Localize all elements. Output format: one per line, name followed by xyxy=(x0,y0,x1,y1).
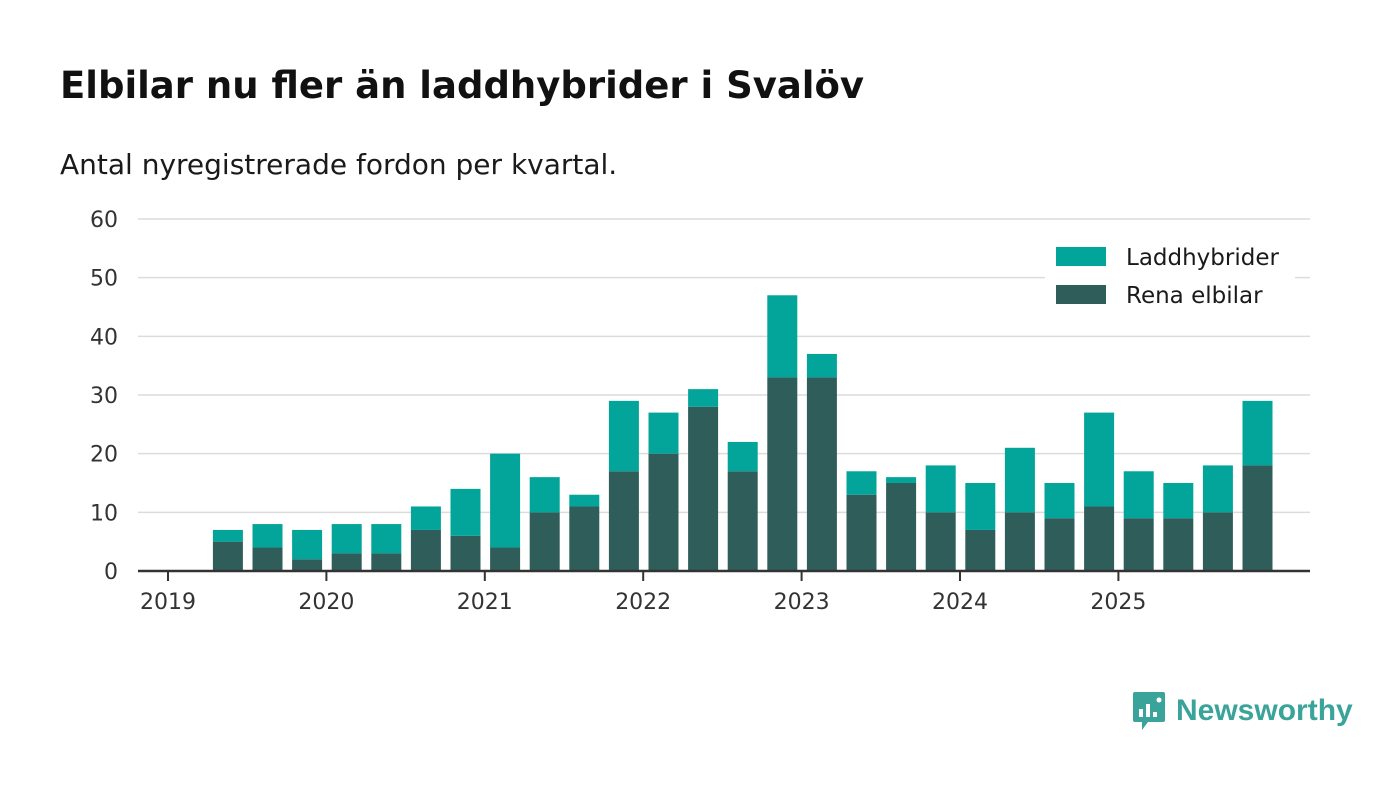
x-tick-label: 2019 xyxy=(140,590,196,615)
x-tick-label: 2025 xyxy=(1090,590,1146,615)
bar-rena-elbilar xyxy=(1202,512,1233,571)
bar-rena-elbilar xyxy=(490,547,521,571)
x-tick-label: 2020 xyxy=(298,590,354,615)
legend-swatch xyxy=(1056,285,1106,304)
legend-label: Laddhybrider xyxy=(1126,245,1279,271)
bar-laddhybrider xyxy=(212,529,243,542)
bar-rena-elbilar xyxy=(212,541,243,571)
bar-rena-elbilar xyxy=(608,471,639,571)
y-tick-label: 50 xyxy=(90,267,118,292)
bar-rena-elbilar xyxy=(371,553,402,571)
bar-laddhybrider xyxy=(846,471,877,495)
bar-rena-elbilar xyxy=(846,494,877,571)
bar-laddhybrider xyxy=(1242,400,1273,466)
bar-rena-elbilar xyxy=(1163,518,1194,571)
x-tick-label: 2023 xyxy=(774,590,830,615)
bar-laddhybrider xyxy=(450,488,481,536)
bar-rena-elbilar xyxy=(648,453,679,571)
bar-laddhybrider xyxy=(1084,412,1115,507)
bar-laddhybrider xyxy=(331,524,362,554)
bar-rena-elbilar xyxy=(252,547,283,571)
bar-laddhybrider xyxy=(1202,465,1233,513)
bar-laddhybrider xyxy=(569,494,600,507)
y-tick-label: 40 xyxy=(90,325,118,350)
bar-rena-elbilar xyxy=(767,377,798,571)
bar-laddhybrider xyxy=(490,453,521,548)
bar-rena-elbilar xyxy=(1084,506,1115,571)
x-tick-label: 2021 xyxy=(457,590,513,615)
bar-laddhybrider xyxy=(648,412,679,454)
bar-laddhybrider xyxy=(1123,471,1154,519)
bar-rena-elbilar xyxy=(1242,465,1273,571)
bar-rena-elbilar xyxy=(806,377,837,571)
bar-laddhybrider xyxy=(727,441,758,472)
legend: Laddhybrider Rena elbilar xyxy=(1045,238,1295,318)
brand-name: Newsworthy xyxy=(1176,694,1353,727)
bar-laddhybrider xyxy=(767,295,798,378)
bar-laddhybrider xyxy=(688,389,719,407)
newsworthy-icon xyxy=(1133,692,1165,730)
bar-rena-elbilar xyxy=(925,512,956,571)
bar-rena-elbilar xyxy=(529,512,560,571)
bar-laddhybrider xyxy=(371,524,402,554)
bar-rena-elbilar xyxy=(410,529,441,571)
y-tick-label: 10 xyxy=(90,501,118,526)
bar-laddhybrider xyxy=(965,483,996,530)
bar-laddhybrider xyxy=(1044,483,1075,519)
bar-rena-elbilar xyxy=(886,483,917,571)
bar-laddhybrider xyxy=(529,477,560,513)
bars xyxy=(212,295,1273,571)
bar-laddhybrider xyxy=(410,506,441,530)
bar-rena-elbilar xyxy=(1123,518,1154,571)
bar-laddhybrider xyxy=(1163,483,1194,519)
bar-laddhybrider xyxy=(292,529,323,560)
legend-label: Rena elbilar xyxy=(1126,283,1263,309)
bar-laddhybrider xyxy=(1004,447,1035,513)
axes: 0 10 20 30 40 50 60 2019 2020 2021 2022 2023 2024 202… xyxy=(90,208,1310,615)
bar-laddhybrider xyxy=(886,477,917,483)
gridlines xyxy=(138,218,1310,514)
y-tick-label: 20 xyxy=(90,443,118,468)
bar-rena-elbilar xyxy=(292,559,323,571)
bar-laddhybrider xyxy=(252,524,283,548)
bar-laddhybrider xyxy=(925,465,956,513)
bar-rena-elbilar xyxy=(1044,518,1075,571)
x-tick-label: 2024 xyxy=(932,590,988,615)
bar-rena-elbilar xyxy=(1004,512,1035,571)
y-tick-label: 60 xyxy=(90,208,118,233)
y-tick-label: 30 xyxy=(90,384,118,409)
bar-laddhybrider xyxy=(608,400,639,472)
chart-subtitle: Antal nyregistrerade fordon per kvartal. xyxy=(60,148,618,181)
brand-logo: Newsworthy xyxy=(1132,690,1353,732)
bar-rena-elbilar xyxy=(331,553,362,571)
bar-laddhybrider xyxy=(806,353,837,378)
x-tick-label: 2022 xyxy=(615,590,671,615)
stacked-bar-chart: 0 10 20 30 40 50 60 2019 2020 2021 2022 2023 2024 202… xyxy=(90,208,1310,615)
legend-swatch xyxy=(1056,247,1106,266)
chart-title: Elbilar nu fler än laddhybrider i Svalöv xyxy=(60,64,865,107)
bar-rena-elbilar xyxy=(727,471,758,571)
bar-rena-elbilar xyxy=(688,406,719,571)
bar-rena-elbilar xyxy=(569,506,600,571)
y-tick-label: 0 xyxy=(104,560,118,585)
bar-rena-elbilar xyxy=(450,535,481,571)
bar-rena-elbilar xyxy=(965,529,996,571)
